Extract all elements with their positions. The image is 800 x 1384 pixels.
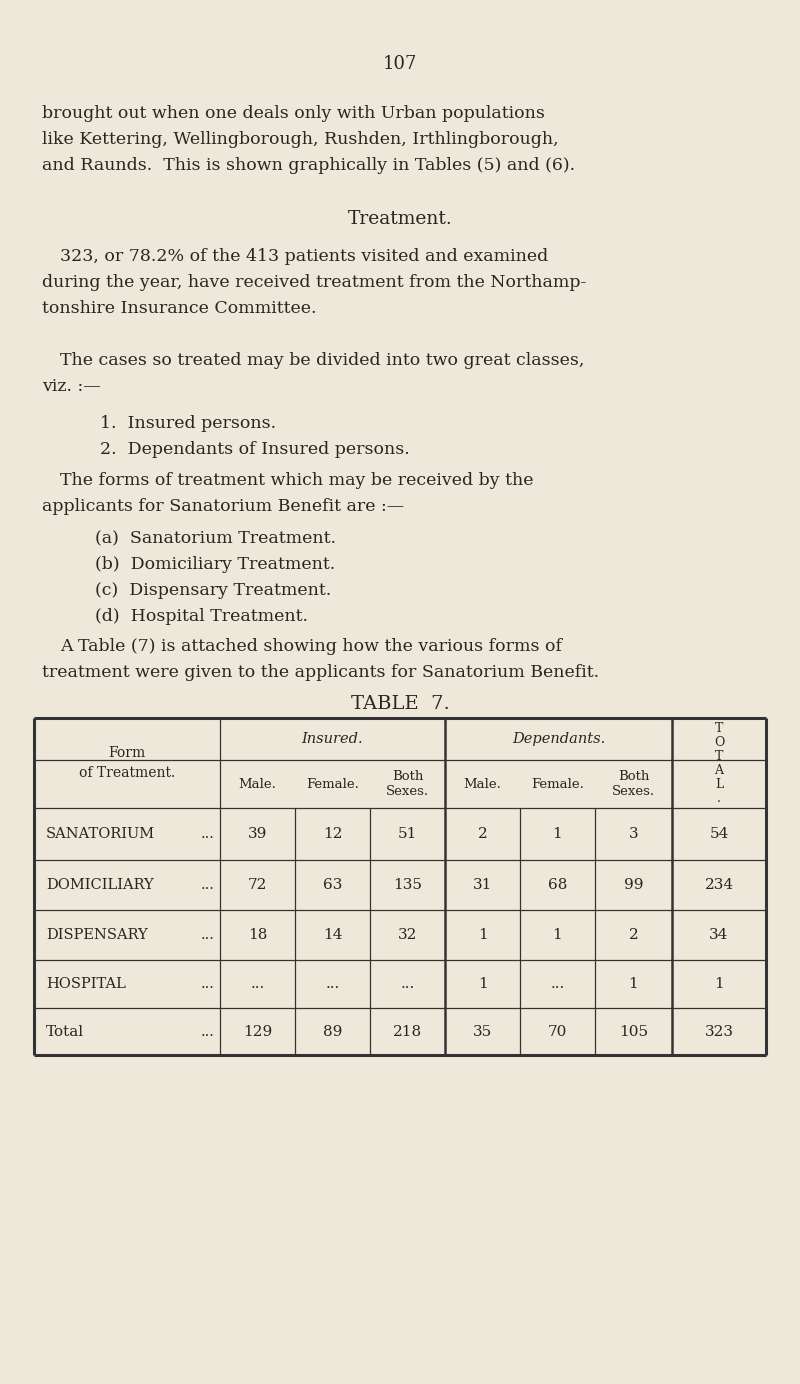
Text: 2: 2 [629,929,638,943]
Text: 70: 70 [548,1024,567,1038]
Text: 1: 1 [553,929,562,943]
Text: The cases so treated may be divided into two great classes,: The cases so treated may be divided into… [60,352,584,370]
Text: Insured.: Insured. [302,732,363,746]
Text: ...: ... [200,877,214,893]
Text: Both
Sexes.: Both Sexes. [612,770,655,799]
Text: 1.  Insured persons.: 1. Insured persons. [100,415,276,432]
Text: 323: 323 [705,1024,734,1038]
Text: 2.  Dependants of Insured persons.: 2. Dependants of Insured persons. [100,441,410,458]
Text: 234: 234 [705,877,734,893]
Text: ...: ... [326,977,340,991]
Text: 323, or 78.2% of the 413 patients visited and examined: 323, or 78.2% of the 413 patients visite… [60,248,548,264]
Text: Male.: Male. [238,778,277,790]
Text: 107: 107 [383,55,417,73]
Text: 34: 34 [710,929,729,943]
Text: SANATORIUM: SANATORIUM [46,828,155,841]
Text: 1: 1 [478,929,487,943]
Text: Female.: Female. [531,778,584,790]
Text: 39: 39 [248,828,267,841]
Text: A Table (7) is attached showing how the various forms of: A Table (7) is attached showing how the … [60,638,562,655]
Text: 1: 1 [714,977,724,991]
Text: 1: 1 [553,828,562,841]
Text: 218: 218 [393,1024,422,1038]
Text: 3: 3 [629,828,638,841]
Text: 14: 14 [322,929,342,943]
Text: Treatment.: Treatment. [348,210,452,228]
Text: 54: 54 [710,828,729,841]
Text: 1: 1 [629,977,638,991]
Text: Male.: Male. [463,778,502,790]
Text: 1: 1 [478,977,487,991]
Text: 135: 135 [393,877,422,893]
Text: T
O
T
A
L
.: T O T A L . [714,721,724,804]
Text: 72: 72 [248,877,267,893]
Text: ...: ... [200,1024,214,1038]
Text: 68: 68 [548,877,567,893]
Text: like Kettering, Wellingborough, Rushden, Irthlingborough,: like Kettering, Wellingborough, Rushden,… [42,131,558,148]
Text: The forms of treatment which may be received by the: The forms of treatment which may be rece… [60,472,534,489]
Text: 51: 51 [398,828,417,841]
Text: DISPENSARY: DISPENSARY [46,929,148,943]
Text: ...: ... [200,977,214,991]
Text: ...: ... [550,977,565,991]
Text: ...: ... [200,828,214,841]
Text: viz. :—: viz. :— [42,378,101,394]
Text: Total: Total [46,1024,84,1038]
Text: (c)  Dispensary Treatment.: (c) Dispensary Treatment. [95,583,331,599]
Text: 31: 31 [473,877,492,893]
Text: 129: 129 [243,1024,272,1038]
Text: 32: 32 [398,929,417,943]
Text: Female.: Female. [306,778,359,790]
Text: (d)  Hospital Treatment.: (d) Hospital Treatment. [95,608,308,626]
Text: ...: ... [400,977,414,991]
Text: (a)  Sanatorium Treatment.: (a) Sanatorium Treatment. [95,530,336,547]
Text: 18: 18 [248,929,267,943]
Text: applicants for Sanatorium Benefit are :—: applicants for Sanatorium Benefit are :— [42,498,404,515]
Text: 99: 99 [624,877,643,893]
Text: 89: 89 [323,1024,342,1038]
Text: TABLE  7.: TABLE 7. [350,695,450,713]
Text: 12: 12 [322,828,342,841]
Text: 63: 63 [323,877,342,893]
Text: Dependants.: Dependants. [512,732,605,746]
Text: (b)  Domiciliary Treatment.: (b) Domiciliary Treatment. [95,556,335,573]
Text: and Raunds.  This is shown graphically in Tables (5) and (6).: and Raunds. This is shown graphically in… [42,156,575,174]
Text: 35: 35 [473,1024,492,1038]
Text: DOMICILIARY: DOMICILIARY [46,877,154,893]
Text: Form
of Treatment.: Form of Treatment. [79,746,175,779]
Text: 105: 105 [619,1024,648,1038]
Text: HOSPITAL: HOSPITAL [46,977,126,991]
Text: Both
Sexes.: Both Sexes. [386,770,429,799]
Text: brought out when one deals only with Urban populations: brought out when one deals only with Urb… [42,105,545,122]
Text: treatment were given to the applicants for Sanatorium Benefit.: treatment were given to the applicants f… [42,664,599,681]
Text: during the year, have received treatment from the Northamp-: during the year, have received treatment… [42,274,586,291]
Text: ...: ... [200,929,214,943]
Text: tonshire Insurance Committee.: tonshire Insurance Committee. [42,300,317,317]
Text: 2: 2 [478,828,487,841]
Text: ...: ... [250,977,265,991]
